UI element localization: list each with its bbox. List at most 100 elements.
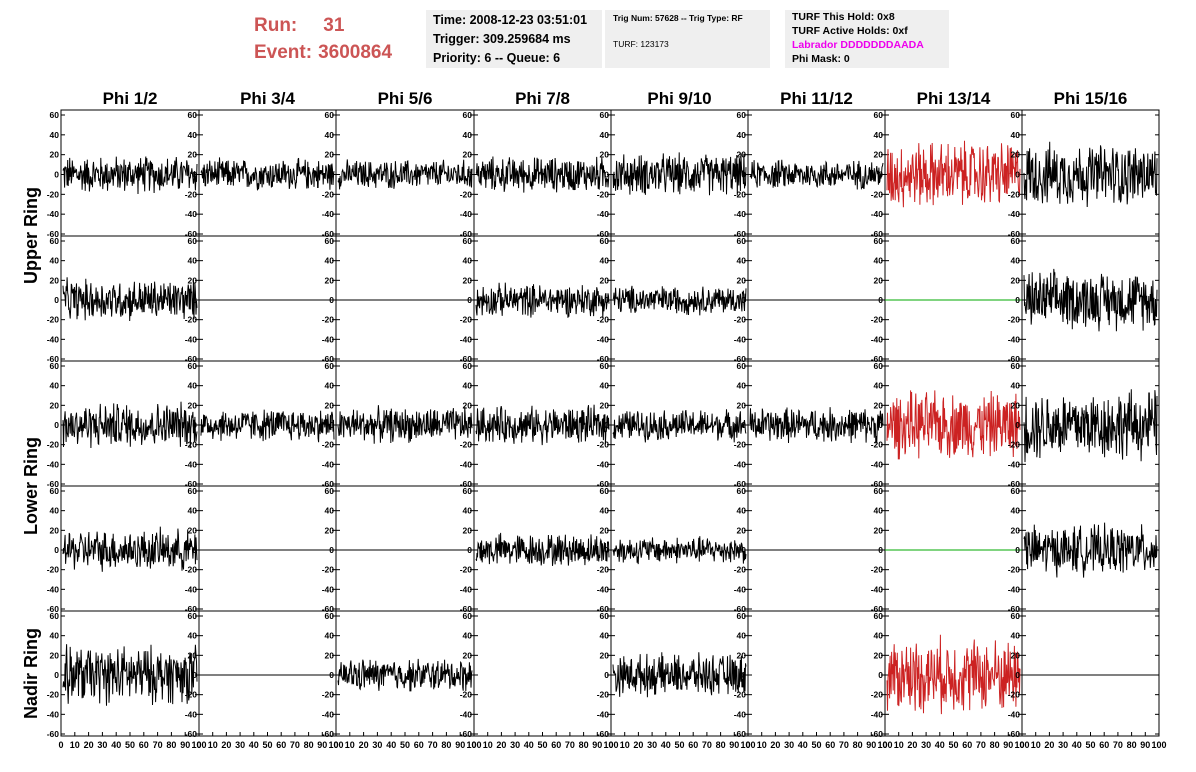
x-tick-label: 30	[921, 740, 931, 750]
x-tick-label: 100	[1151, 740, 1166, 750]
y-tick-label: 20	[600, 400, 610, 410]
y-tick-label: 0	[54, 420, 59, 430]
y-tick-label: -40	[322, 459, 335, 469]
y-tick-label: 60	[325, 486, 335, 496]
y-tick-label: 0	[1015, 170, 1020, 180]
y-tick-label: -60	[460, 604, 473, 614]
y-tick-label: 0	[741, 170, 746, 180]
y-tick-label: -40	[460, 584, 473, 594]
y-tick-label: -20	[460, 565, 473, 575]
x-tick-label: 70	[1113, 740, 1123, 750]
y-tick-label: -40	[322, 584, 335, 594]
y-tick-label: 0	[329, 295, 334, 305]
x-tick-label: 50	[674, 740, 684, 750]
y-tick-label: -20	[734, 440, 747, 450]
y-tick-label: -40	[460, 334, 473, 344]
x-tick-label: 100	[740, 740, 755, 750]
y-tick-label: -60	[597, 479, 610, 489]
y-tick-label: 20	[50, 650, 60, 660]
y-tick-label: 40	[325, 130, 335, 140]
y-tick-label: 60	[737, 110, 747, 120]
y-tick-label: 0	[1015, 420, 1020, 430]
y-tick-label: -40	[47, 459, 60, 469]
y-tick-label: 60	[737, 486, 747, 496]
y-tick-label: 0	[54, 545, 59, 555]
y-tick-label: -40	[734, 209, 747, 219]
event-label: Event:	[254, 42, 313, 63]
y-tick-label: 40	[50, 631, 60, 641]
y-tick-label: 40	[50, 381, 60, 391]
y-tick-label: 40	[600, 130, 610, 140]
y-tick-label: -20	[460, 315, 473, 325]
y-tick-label: 20	[600, 650, 610, 660]
y-tick-label: -20	[460, 690, 473, 700]
y-tick-label: 20	[463, 150, 473, 160]
y-tick-label: 0	[1015, 545, 1020, 555]
y-tick-label: -60	[871, 729, 884, 739]
y-tick-label: 40	[1011, 130, 1021, 140]
y-tick-label: 0	[467, 420, 472, 430]
y-tick-label: -40	[1008, 584, 1021, 594]
waveform-trace	[1023, 268, 1158, 332]
y-tick-label: 0	[54, 295, 59, 305]
y-tick-label: 40	[600, 631, 610, 641]
y-tick-label: -60	[1008, 354, 1021, 364]
y-tick-label: -20	[1008, 565, 1021, 575]
x-tick-label: 80	[990, 740, 1000, 750]
x-tick-label: 100	[1014, 740, 1029, 750]
y-tick-label: -60	[734, 229, 747, 239]
y-tick-label: 40	[188, 381, 198, 391]
y-tick-label: -40	[460, 709, 473, 719]
y-tick-label: -20	[47, 565, 60, 575]
y-tick-label: 20	[1011, 400, 1021, 410]
y-tick-label: -20	[871, 690, 884, 700]
y-tick-label: 40	[1011, 256, 1021, 266]
y-tick-label: -20	[734, 189, 747, 199]
y-tick-label: 40	[463, 130, 473, 140]
y-tick-label: 60	[188, 236, 198, 246]
phi-column-header: Phi 13/14	[917, 89, 991, 108]
y-tick-label: -40	[597, 334, 610, 344]
y-tick-label: -40	[47, 209, 60, 219]
y-tick-label: 60	[463, 361, 473, 371]
y-tick-label: 40	[874, 130, 884, 140]
run-label: Run:	[254, 15, 298, 36]
y-tick-label: -40	[185, 209, 198, 219]
y-tick-label: 60	[600, 110, 610, 120]
panel-frame	[1021, 360, 1160, 487]
y-tick-label: -20	[1008, 189, 1021, 199]
y-tick-label: 60	[1011, 110, 1021, 120]
run-row: Run: 31	[254, 12, 392, 39]
y-tick-label: -40	[871, 334, 884, 344]
y-tick-label: -20	[460, 440, 473, 450]
waveform-trace	[200, 157, 335, 191]
x-tick-label: 60	[551, 740, 561, 750]
y-tick-label: 60	[1011, 236, 1021, 246]
y-tick-label: -40	[871, 209, 884, 219]
x-tick-label: 60	[276, 740, 286, 750]
waveform-trace	[337, 159, 473, 190]
trigger-text: Trigger: 309.259684 ms	[433, 32, 571, 46]
y-tick-label: -60	[597, 354, 610, 364]
ring-label: Nadir Ring	[21, 628, 41, 719]
x-tick-label: 0	[333, 740, 338, 750]
y-tick-label: 40	[1011, 506, 1021, 516]
y-tick-label: 0	[1015, 295, 1020, 305]
y-tick-label: 60	[600, 236, 610, 246]
y-tick-label: 20	[874, 275, 884, 285]
x-tick-label: 80	[166, 740, 176, 750]
phi-column-header: Phi 15/16	[1054, 89, 1128, 108]
y-tick-label: 0	[192, 545, 197, 555]
y-tick-label: -20	[185, 440, 198, 450]
y-tick-label: 60	[1011, 486, 1021, 496]
y-tick-label: 20	[874, 400, 884, 410]
y-tick-label: 60	[50, 611, 60, 621]
y-tick-label: 0	[604, 295, 609, 305]
y-tick-label: 20	[50, 150, 60, 160]
y-tick-label: -60	[185, 729, 198, 739]
run-event-info: Run: 31 Event: 3600864	[254, 12, 392, 66]
y-tick-label: 20	[188, 150, 198, 160]
waveform-trace	[475, 156, 610, 193]
y-tick-label: 60	[463, 486, 473, 496]
